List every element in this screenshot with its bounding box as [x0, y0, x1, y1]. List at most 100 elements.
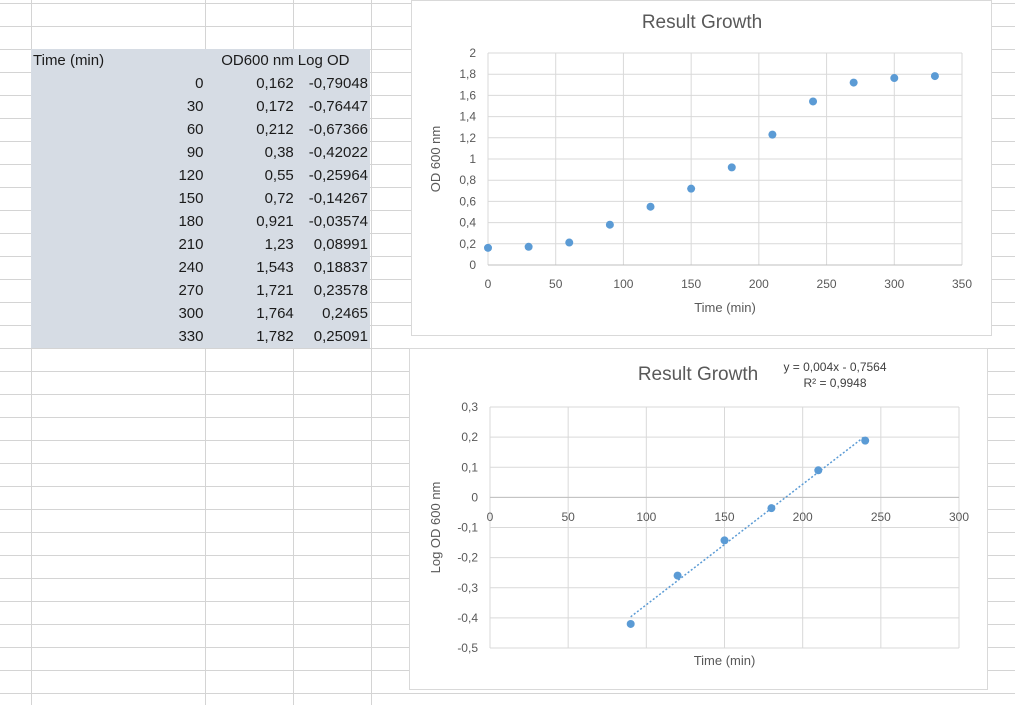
table-cell[interactable]: 1,764 [256, 305, 294, 322]
table-cell[interactable]: -0,14267 [308, 190, 368, 207]
table-cell[interactable]: 300 [178, 305, 204, 322]
log-od-chart-data-point[interactable] [767, 504, 776, 513]
table-cell[interactable]: 180 [178, 213, 204, 230]
column-header[interactable]: OD600 nm [221, 52, 294, 69]
table-cell[interactable]: 0,921 [256, 213, 294, 230]
log-od-chart-x-tick-label: 300 [949, 510, 969, 524]
table-cell[interactable]: 1,721 [256, 282, 294, 299]
log-od-chart-data-point[interactable] [673, 571, 682, 580]
table-cell[interactable]: 1,782 [256, 328, 294, 345]
od-chart-y-axis-label: OD 600 nm [428, 126, 443, 192]
log-od-chart-data-point[interactable] [861, 436, 870, 445]
od-chart-y-tick-label: 1,8 [459, 67, 476, 81]
log-od-chart-title: Result Growth [638, 364, 758, 385]
od-chart-data-point[interactable] [930, 72, 939, 81]
log-od-chart-y-tick-label: -0,1 [457, 521, 478, 535]
od-chart-data-point[interactable] [727, 163, 736, 172]
log-od-chart-x-axis-label: Time (min) [694, 653, 756, 668]
table-header-row: Time (min) OD600 nm Log OD [31, 49, 370, 72]
log-od-chart-data-point[interactable] [814, 466, 823, 475]
log-od-chart-data-point[interactable] [626, 619, 635, 628]
od-chart-data-point[interactable] [646, 202, 655, 211]
od-chart-data-point[interactable] [565, 238, 574, 247]
log-od-chart-data-point[interactable] [720, 536, 729, 545]
log-od-chart-y-tick-label: -0,5 [457, 641, 478, 655]
od-chart-data-point[interactable] [484, 243, 492, 252]
table-cell[interactable]: 1,543 [256, 259, 294, 276]
log-od-chart-y-tick-label: -0,2 [457, 551, 478, 565]
table-cell[interactable]: 150 [178, 190, 204, 207]
table-cell[interactable]: 0,08991 [313, 236, 368, 253]
log-od-chart-y-tick-label: 0,2 [461, 430, 478, 444]
od-chart-data-point[interactable] [849, 78, 858, 87]
od-chart-svg: Result Growth 0 0,2 0,4 0,6 0,8 1 1,2 1,4 1,6 1,8 2… [428, 12, 972, 315]
table-cell[interactable]: 0,55 [264, 167, 294, 184]
table-row: 330 1,782 0,25091 [31, 325, 370, 348]
log-od-chart-y-tick-label: -0,4 [457, 611, 478, 625]
log-od-chart-y-tick-label: 0 [471, 490, 478, 504]
table-cell[interactable]: -0,79048 [308, 75, 368, 92]
od-chart-x-axis-label: Time (min) [694, 300, 756, 315]
table-cell[interactable]: 0 [195, 75, 204, 92]
log-od-chart-svg: Result Growth -0,5 -0,4 -0,3 -0,2 -0,1 0 0,1 0,2… [428, 360, 969, 668]
od-chart-y-tick-label: 0 [469, 258, 476, 272]
od-chart-y-tick-label: 0,4 [459, 216, 476, 230]
od-chart-x-tick-label: 350 [952, 277, 972, 291]
od-chart-y-tick-label: 0,2 [459, 237, 476, 251]
table-cell[interactable]: 30 [186, 98, 204, 115]
log-od-chart-x-tick-label: 50 [561, 510, 575, 524]
table-row: 180 0,921 -0,03574 [31, 210, 370, 233]
od-chart-data-point[interactable] [768, 130, 777, 139]
table-row: 90 0,38 -0,42022 [31, 141, 370, 164]
od-chart-data-point[interactable] [524, 242, 533, 251]
table-cell[interactable]: -0,25964 [308, 167, 368, 184]
table-cell[interactable]: 210 [178, 236, 204, 253]
data-table: Time (min) OD600 nm Log OD 0 0,162 -0,79048 30… [31, 49, 370, 348]
od-chart-x-tick-label: 250 [817, 277, 837, 291]
table-cell[interactable]: 0,23578 [313, 282, 368, 299]
od-chart-y-tick-label: 2 [469, 46, 476, 60]
table-cell[interactable]: 330 [178, 328, 204, 345]
od-chart-data-point[interactable] [605, 220, 614, 229]
table-cell[interactable]: 0,2465 [322, 305, 368, 322]
od-chart-data-point[interactable] [809, 97, 818, 106]
table-cell[interactable]: 90 [186, 144, 204, 161]
od-chart-y-tick-label: 1,4 [459, 110, 476, 124]
table-row: 210 1,23 0,08991 [31, 233, 370, 256]
table-cell[interactable]: 60 [186, 121, 204, 138]
od-chart-data-point[interactable] [890, 74, 899, 83]
table-row: 60 0,212 -0,67366 [31, 118, 370, 141]
od-chart-x-tick-label: 300 [884, 277, 904, 291]
table-cell[interactable]: 0,72 [264, 190, 294, 207]
table-cell[interactable]: 270 [178, 282, 204, 299]
log-od-chart-x-tick-label: 250 [871, 510, 891, 524]
table-cell[interactable]: 0,212 [256, 121, 294, 138]
table-row: 240 1,543 0,18837 [31, 256, 370, 279]
table-cell[interactable]: -0,76447 [308, 98, 368, 115]
log-od-chart-y-axis-label: Log OD 600 nm [428, 482, 443, 574]
table-cell[interactable]: 0,162 [256, 75, 294, 92]
od-chart-y-tick-label: 0,6 [459, 194, 476, 208]
column-header[interactable]: Time (min) [33, 52, 105, 69]
table-cell[interactable]: 240 [178, 259, 204, 276]
table-cell[interactable]: 0,172 [256, 98, 294, 115]
table-cell[interactable]: 0,25091 [313, 328, 368, 345]
od-chart-y-tick-label: 1 [469, 152, 476, 166]
od-chart-x-tick-label: 50 [549, 277, 563, 291]
log-od-scatter-chart[interactable]: Result Growth -0,5 -0,4 -0,3 -0,2 -0,1 0 0,1 0,2… [409, 348, 988, 690]
table-cell[interactable]: 0,18837 [313, 259, 368, 276]
table-row: 120 0,55 -0,25964 [31, 164, 370, 187]
table-cell[interactable]: 1,23 [264, 236, 294, 253]
od-chart-data-point[interactable] [687, 184, 696, 193]
log-od-chart-trendline[interactable] [630, 435, 866, 618]
table-row: 0 0,162 -0,79048 [31, 72, 370, 95]
table-cell[interactable]: 120 [178, 167, 204, 184]
column-header[interactable]: Log OD [297, 52, 350, 69]
table-cell[interactable]: 0,38 [264, 144, 294, 161]
od-scatter-chart[interactable]: Result Growth 0 0,2 0,4 0,6 0,8 1 1,2 1,4 1,6 1,8 2… [411, 0, 992, 336]
table-cell[interactable]: -0,42022 [308, 144, 368, 161]
table-row: 300 1,764 0,2465 [31, 302, 370, 325]
table-cell[interactable]: -0,67366 [308, 121, 368, 138]
table-cell[interactable]: -0,03574 [308, 213, 368, 230]
od-chart-x-tick-label: 0 [485, 277, 492, 291]
